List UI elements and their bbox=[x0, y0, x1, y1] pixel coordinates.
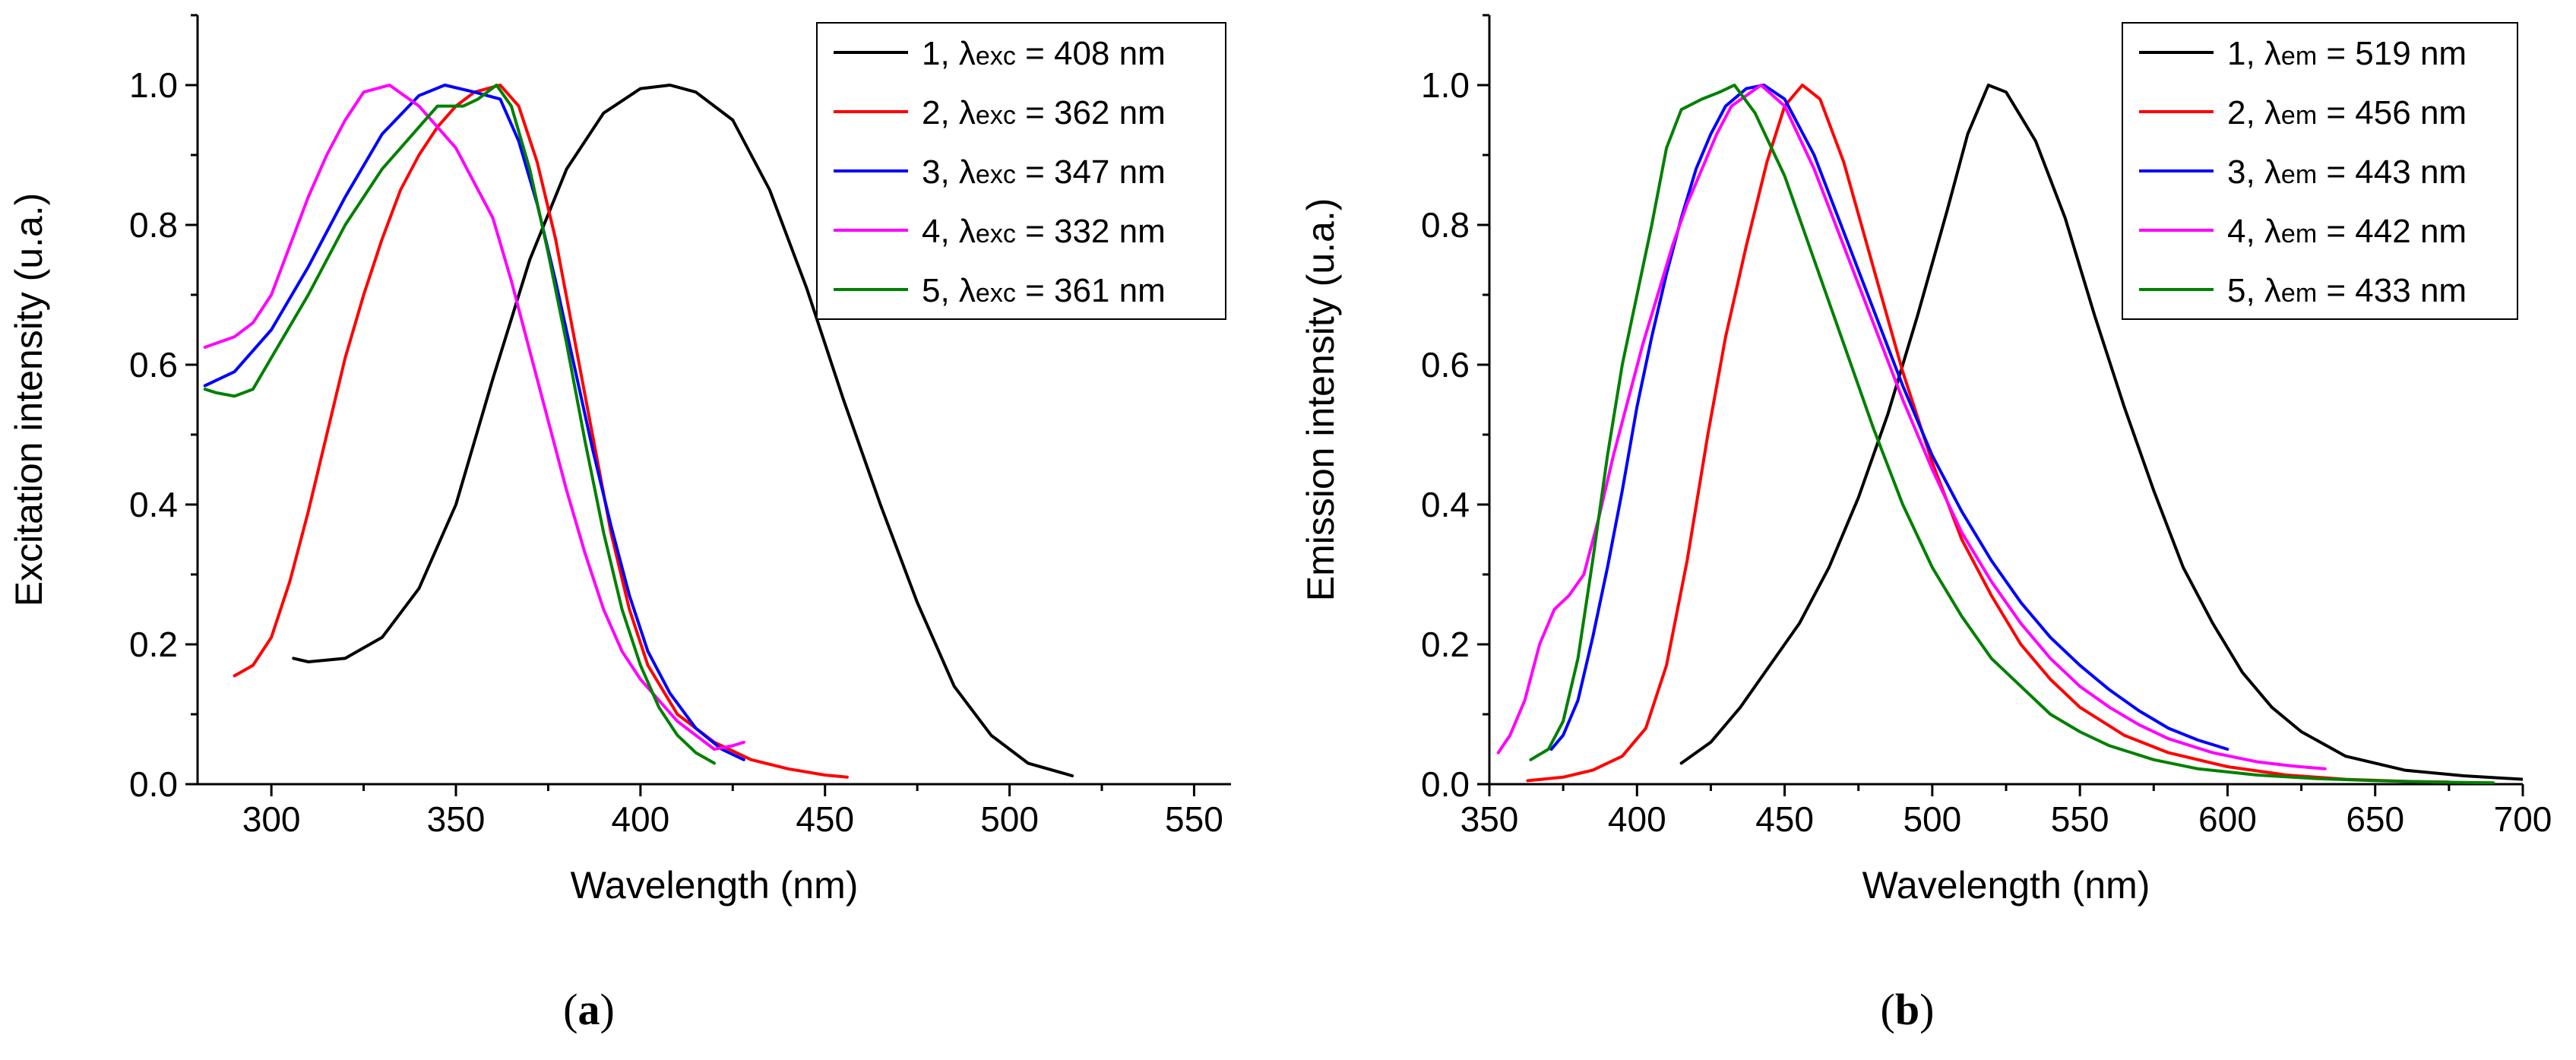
panel-caption: (a) bbox=[563, 985, 615, 1034]
series-line-4 bbox=[1496, 84, 2327, 770]
x-tick-label: 300 bbox=[242, 799, 301, 839]
legend-entry-1: 1, λexc = 408 nm bbox=[922, 35, 1166, 72]
y-tick-label: 0.6 bbox=[129, 345, 178, 384]
legend-value: = 408 nm bbox=[1016, 35, 1166, 72]
legend-prefix: 2, bbox=[922, 94, 959, 131]
series-line-5 bbox=[1529, 84, 2495, 784]
series-line-1 bbox=[1679, 84, 2523, 781]
legend-value: = 362 nm bbox=[1016, 94, 1166, 131]
legend-prefix: 1, bbox=[2227, 35, 2264, 72]
x-tick-label: 650 bbox=[2346, 799, 2404, 839]
legend-value: = 347 nm bbox=[1016, 153, 1166, 191]
legend-symbol: λ bbox=[959, 94, 976, 131]
legend-symbol: λ bbox=[2264, 94, 2281, 131]
legend-value: = 442 nm bbox=[2317, 213, 2467, 250]
legend-subscript: em bbox=[2281, 42, 2317, 71]
x-tick-label: 350 bbox=[1460, 799, 1519, 839]
legend-symbol: λ bbox=[959, 272, 976, 309]
legend-value: = 519 nm bbox=[2317, 35, 2467, 72]
y-tick-label: 0.4 bbox=[129, 485, 178, 524]
panel-caption-letter: b bbox=[1895, 985, 1919, 1034]
x-tick-label: 600 bbox=[2198, 799, 2257, 839]
x-tick-label: 350 bbox=[427, 799, 486, 839]
legend-prefix: 4, bbox=[2227, 213, 2264, 250]
y-tick-label: 1.0 bbox=[1421, 65, 1470, 105]
legend-subscript: em bbox=[2281, 220, 2317, 248]
legend-entry-5: 5, λexc = 361 nm bbox=[922, 272, 1166, 309]
series-line-2 bbox=[233, 84, 849, 779]
x-tick-label: 450 bbox=[1755, 799, 1814, 839]
legend-symbol: λ bbox=[959, 213, 976, 250]
x-tick-label: 400 bbox=[1608, 799, 1666, 839]
series-line-5 bbox=[203, 84, 716, 765]
legend-symbol: λ bbox=[2264, 272, 2281, 309]
series-group bbox=[203, 84, 1074, 779]
legend-symbol: λ bbox=[2264, 35, 2281, 72]
legend-entry-1: 1, λem = 519 nm bbox=[2227, 35, 2467, 72]
legend-prefix: 3, bbox=[2227, 153, 2264, 191]
legend-subscript: exc bbox=[976, 220, 1016, 248]
legend-prefix: 5, bbox=[922, 272, 959, 309]
chart-a: 300 350 400 450 500 550 0.0 0.2 0.4 0.6 0.8 1.0 Wave… bbox=[8, 14, 1231, 1034]
x-tick-label: 700 bbox=[2494, 799, 2552, 839]
series-line-1 bbox=[292, 84, 1074, 777]
x-tick-label: 450 bbox=[796, 799, 854, 839]
series-line-3 bbox=[203, 84, 745, 761]
y-axis-title: Emission intensity (u.a.) bbox=[1299, 198, 1342, 602]
y-tick-label: 0.2 bbox=[129, 625, 178, 664]
legend-value: = 456 nm bbox=[2317, 94, 2467, 131]
legend-prefix: 1, bbox=[922, 35, 959, 72]
x-tick-label: 500 bbox=[1903, 799, 1961, 839]
legend-value: = 433 nm bbox=[2317, 272, 2467, 309]
legend-prefix: 5, bbox=[2227, 272, 2264, 309]
legend-subscript: exc bbox=[976, 42, 1016, 71]
y-axis-title: Excitation intensity (u.a.) bbox=[8, 193, 50, 607]
x-tick-label: 500 bbox=[980, 799, 1039, 839]
y-tick-label: 0.4 bbox=[1421, 485, 1470, 524]
chart-b: 350 400 450 500 550 600 650 700 0.0 0.2 0.4 0.6 0.8 1… bbox=[1299, 14, 2552, 1034]
legend-prefix: 3, bbox=[922, 153, 959, 191]
legend-value: = 443 nm bbox=[2317, 153, 2467, 191]
legend-prefix: 2, bbox=[2227, 94, 2264, 131]
legend-symbol: λ bbox=[2264, 153, 2281, 191]
legend-entry-4: 4, λexc = 332 nm bbox=[922, 213, 1166, 250]
legend-symbol: λ bbox=[959, 35, 976, 72]
panel-caption: (b) bbox=[1881, 985, 1935, 1034]
x-tick-label: 400 bbox=[611, 799, 669, 839]
legend-entry-3: 3, λem = 443 nm bbox=[2227, 153, 2467, 191]
legend-subscript: exc bbox=[976, 279, 1016, 308]
y-tick-label: 0.2 bbox=[1421, 625, 1470, 664]
panel-caption-letter: a bbox=[578, 985, 600, 1034]
series-line-2 bbox=[1526, 84, 2451, 784]
legend-subscript: em bbox=[2281, 160, 2317, 189]
legend-entry-5: 5, λem = 433 nm bbox=[2227, 272, 2467, 309]
legend-entry-2: 2, λexc = 362 nm bbox=[922, 94, 1166, 131]
legend-subscript: em bbox=[2281, 279, 2317, 308]
series-line-4 bbox=[203, 84, 745, 751]
y-tick-label: 0.0 bbox=[1421, 764, 1470, 804]
legend-entry-3: 3, λexc = 347 nm bbox=[922, 153, 1166, 191]
y-tick-label: 0.8 bbox=[1421, 205, 1470, 245]
x-tick-label: 550 bbox=[2051, 799, 2109, 839]
y-tick-label: 0.8 bbox=[129, 205, 178, 245]
series-line-3 bbox=[1549, 84, 2229, 751]
legend-value: = 332 nm bbox=[1016, 213, 1166, 250]
y-tick-label: 0.0 bbox=[129, 764, 178, 804]
x-axis-title: Wavelength (nm) bbox=[571, 864, 859, 907]
x-axis-title: Wavelength (nm) bbox=[1862, 864, 2150, 907]
y-tick-label: 1.0 bbox=[129, 65, 178, 105]
legend-entry-4: 4, λem = 442 nm bbox=[2227, 213, 2467, 250]
legend-subscript: exc bbox=[976, 101, 1016, 130]
legend-prefix: 4, bbox=[922, 213, 959, 250]
series-group bbox=[1496, 84, 2523, 784]
legend-subscript: exc bbox=[976, 160, 1016, 189]
y-tick-label: 0.6 bbox=[1421, 345, 1470, 384]
legend-subscript: em bbox=[2281, 101, 2317, 130]
legend-symbol: λ bbox=[959, 153, 976, 191]
legend-symbol: λ bbox=[2264, 213, 2281, 250]
x-tick-label: 550 bbox=[1165, 799, 1223, 839]
legend-value: = 361 nm bbox=[1016, 272, 1166, 309]
legend-entry-2: 2, λem = 456 nm bbox=[2227, 94, 2467, 131]
